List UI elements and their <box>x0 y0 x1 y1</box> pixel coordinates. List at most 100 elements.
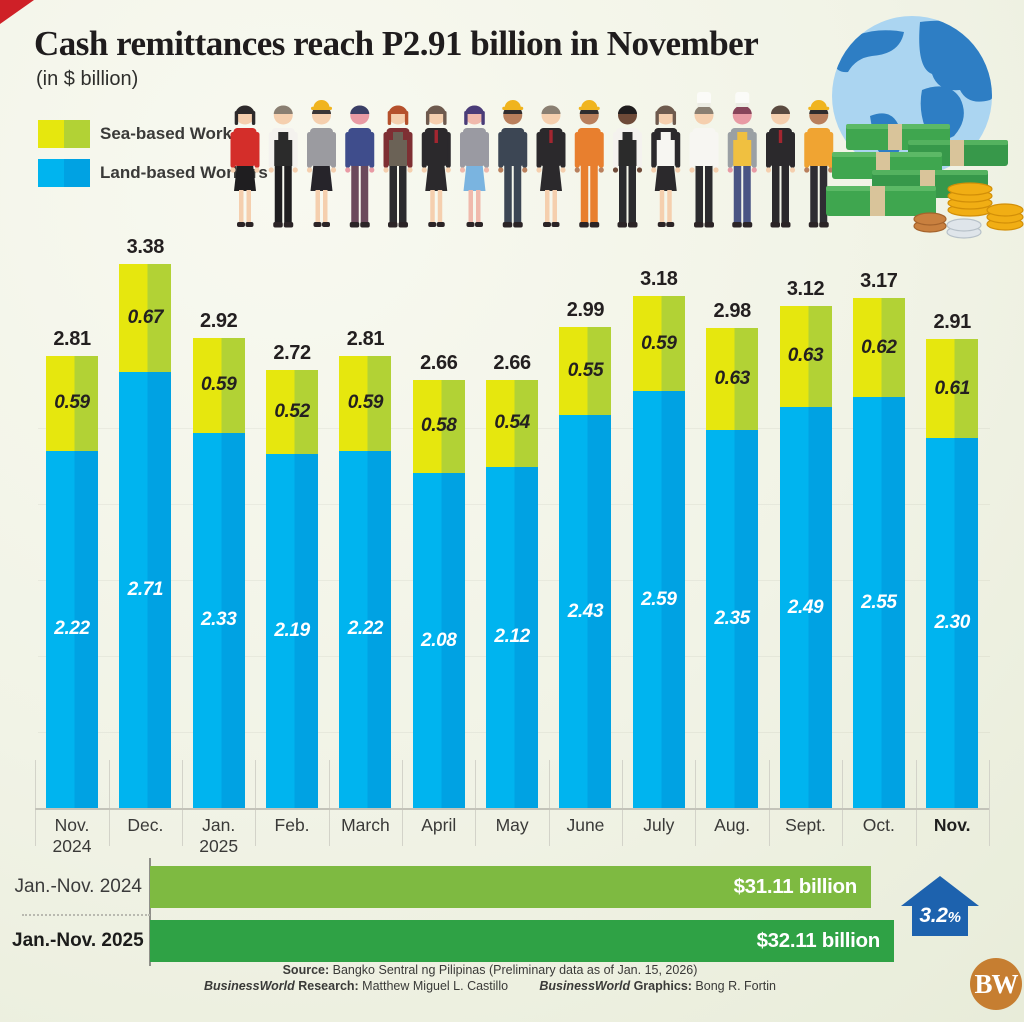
worker-waiter <box>268 105 298 228</box>
sea-based-segment <box>266 370 319 454</box>
land-based-value-label: 2.55 <box>861 591 897 613</box>
bar-july <box>632 296 685 808</box>
land-based-value-label: 2.30 <box>934 611 970 633</box>
sea-based-value-label: 0.63 <box>714 367 750 389</box>
cash-bundle <box>826 186 936 216</box>
sea-based-value-label: 0.63 <box>787 345 824 367</box>
category-label: Feb. <box>274 815 310 835</box>
land-based-segment <box>632 391 685 808</box>
worker-architect <box>306 100 337 227</box>
sea-based-value-label: 0.59 <box>200 374 237 396</box>
total-value-label: 2.92 <box>200 309 238 332</box>
gold-coin-stack <box>986 203 1024 231</box>
land-based-segment <box>339 450 392 808</box>
total-value-label: 2.91 <box>933 311 972 334</box>
worker-barista <box>383 105 413 228</box>
sea-based-segment <box>559 326 612 416</box>
sea-based-value-label: 0.52 <box>274 400 310 422</box>
land-based-value-label: 2.35 <box>714 607 750 629</box>
land-based-value-label: 2.49 <box>787 596 824 618</box>
page-title: Cash remittances reach P2.91 billion in … <box>34 24 759 63</box>
land-based-value-label: 2.43 <box>567 600 604 622</box>
land-based-value-label: 2.22 <box>347 618 384 640</box>
sea-based-segment <box>339 355 392 451</box>
land-based-segment <box>559 415 612 808</box>
sea-based-segment <box>779 305 832 408</box>
legend-item-land-based: Land-based Workers <box>38 159 268 187</box>
bar-feb- <box>266 370 319 808</box>
land-based-value-label: 2.19 <box>274 619 310 641</box>
axis-tick <box>695 760 697 846</box>
sea-based-segment <box>119 263 172 372</box>
axis-tick <box>548 760 550 846</box>
summary-value-label: $32.11 billion <box>756 929 881 952</box>
x-axis-line <box>35 808 989 810</box>
bar-nov- <box>926 339 979 808</box>
worker-businesswoman <box>421 105 451 227</box>
sea-based-value-label: 0.61 <box>934 377 970 399</box>
axis-tick <box>35 760 37 846</box>
sea-based-segment <box>926 339 979 438</box>
sea-based-value-label: 0.59 <box>641 332 677 354</box>
swatch-half-light <box>38 159 64 187</box>
category-label: May <box>495 815 529 835</box>
swatch-half-dark <box>64 159 90 187</box>
category-label: July <box>643 815 675 835</box>
source-credits: Source: Bangko Sentral ng Pilipinas (Pre… <box>0 963 980 994</box>
legend: Sea-based Workers Land-based Workers <box>38 120 268 198</box>
sea-based-value-label: 0.67 <box>127 306 164 328</box>
worker-businessman <box>765 105 796 228</box>
land-based-segment <box>486 466 539 808</box>
bar-dec- <box>119 263 172 808</box>
sea-based-value-label: 0.58 <box>421 415 457 437</box>
total-value-label: 3.38 <box>126 235 165 258</box>
worker-baker <box>727 92 757 228</box>
land-based-segment <box>779 407 832 808</box>
axis-tick <box>475 760 477 846</box>
land-based-segment <box>46 450 98 808</box>
total-value-label: 2.66 <box>420 351 458 374</box>
category-label: Nov. <box>933 815 971 835</box>
bar-sept- <box>779 305 832 808</box>
land-based-value-label: 2.12 <box>494 626 530 648</box>
land-based-value-label: 2.33 <box>200 609 237 631</box>
axis-tick <box>182 760 183 846</box>
land-based-segment <box>192 432 245 808</box>
swatch-half-dark <box>64 120 90 148</box>
silver-coin-stack <box>946 218 982 239</box>
summary-period-label: Jan.-Nov. 2024 <box>14 876 142 897</box>
sea-based-segment <box>192 337 245 433</box>
worker-chef <box>689 92 719 228</box>
summary-period-label: Jan.-Nov. 2025 <box>12 930 144 951</box>
land-based-segment <box>852 397 905 808</box>
bar-nov-2024 <box>46 355 98 808</box>
globe-and-money-illustration <box>826 16 1024 239</box>
land-based-segment <box>266 453 319 808</box>
growth-percentage: 3.2% <box>919 904 961 927</box>
axis-tick <box>768 760 770 846</box>
worker-young-man <box>345 105 375 228</box>
worker-saleslady <box>230 105 260 227</box>
bar-may <box>486 379 539 808</box>
worker-factory-worker <box>574 100 604 228</box>
credit-line: BusinessWorld Research: Matthew Miguel L… <box>204 978 776 993</box>
summary-value-label: $31.11 billion <box>733 875 858 898</box>
bar-june <box>559 326 612 808</box>
ofw-workers-illustration <box>230 92 834 228</box>
coin-stacks <box>913 182 1024 239</box>
bar-jan-2025 <box>192 337 245 808</box>
worker-housekeeper <box>651 105 681 227</box>
worker-chef-assistant <box>612 105 643 228</box>
bar-oct- <box>852 297 905 808</box>
money-stacks <box>826 124 1008 216</box>
dotted-separator <box>22 914 150 916</box>
worker-construction-worker <box>804 100 834 228</box>
sea-based-value-label: 0.55 <box>567 359 604 381</box>
businessworld-logo: BW <box>970 958 1022 1010</box>
category-label: Sept. <box>785 815 826 835</box>
credit-line: Source: Bangko Sentral ng Pilipinas (Pre… <box>282 963 698 977</box>
sea-based-segment <box>852 297 905 398</box>
corner-ribbon <box>0 0 34 24</box>
land-based-segment <box>412 473 465 808</box>
